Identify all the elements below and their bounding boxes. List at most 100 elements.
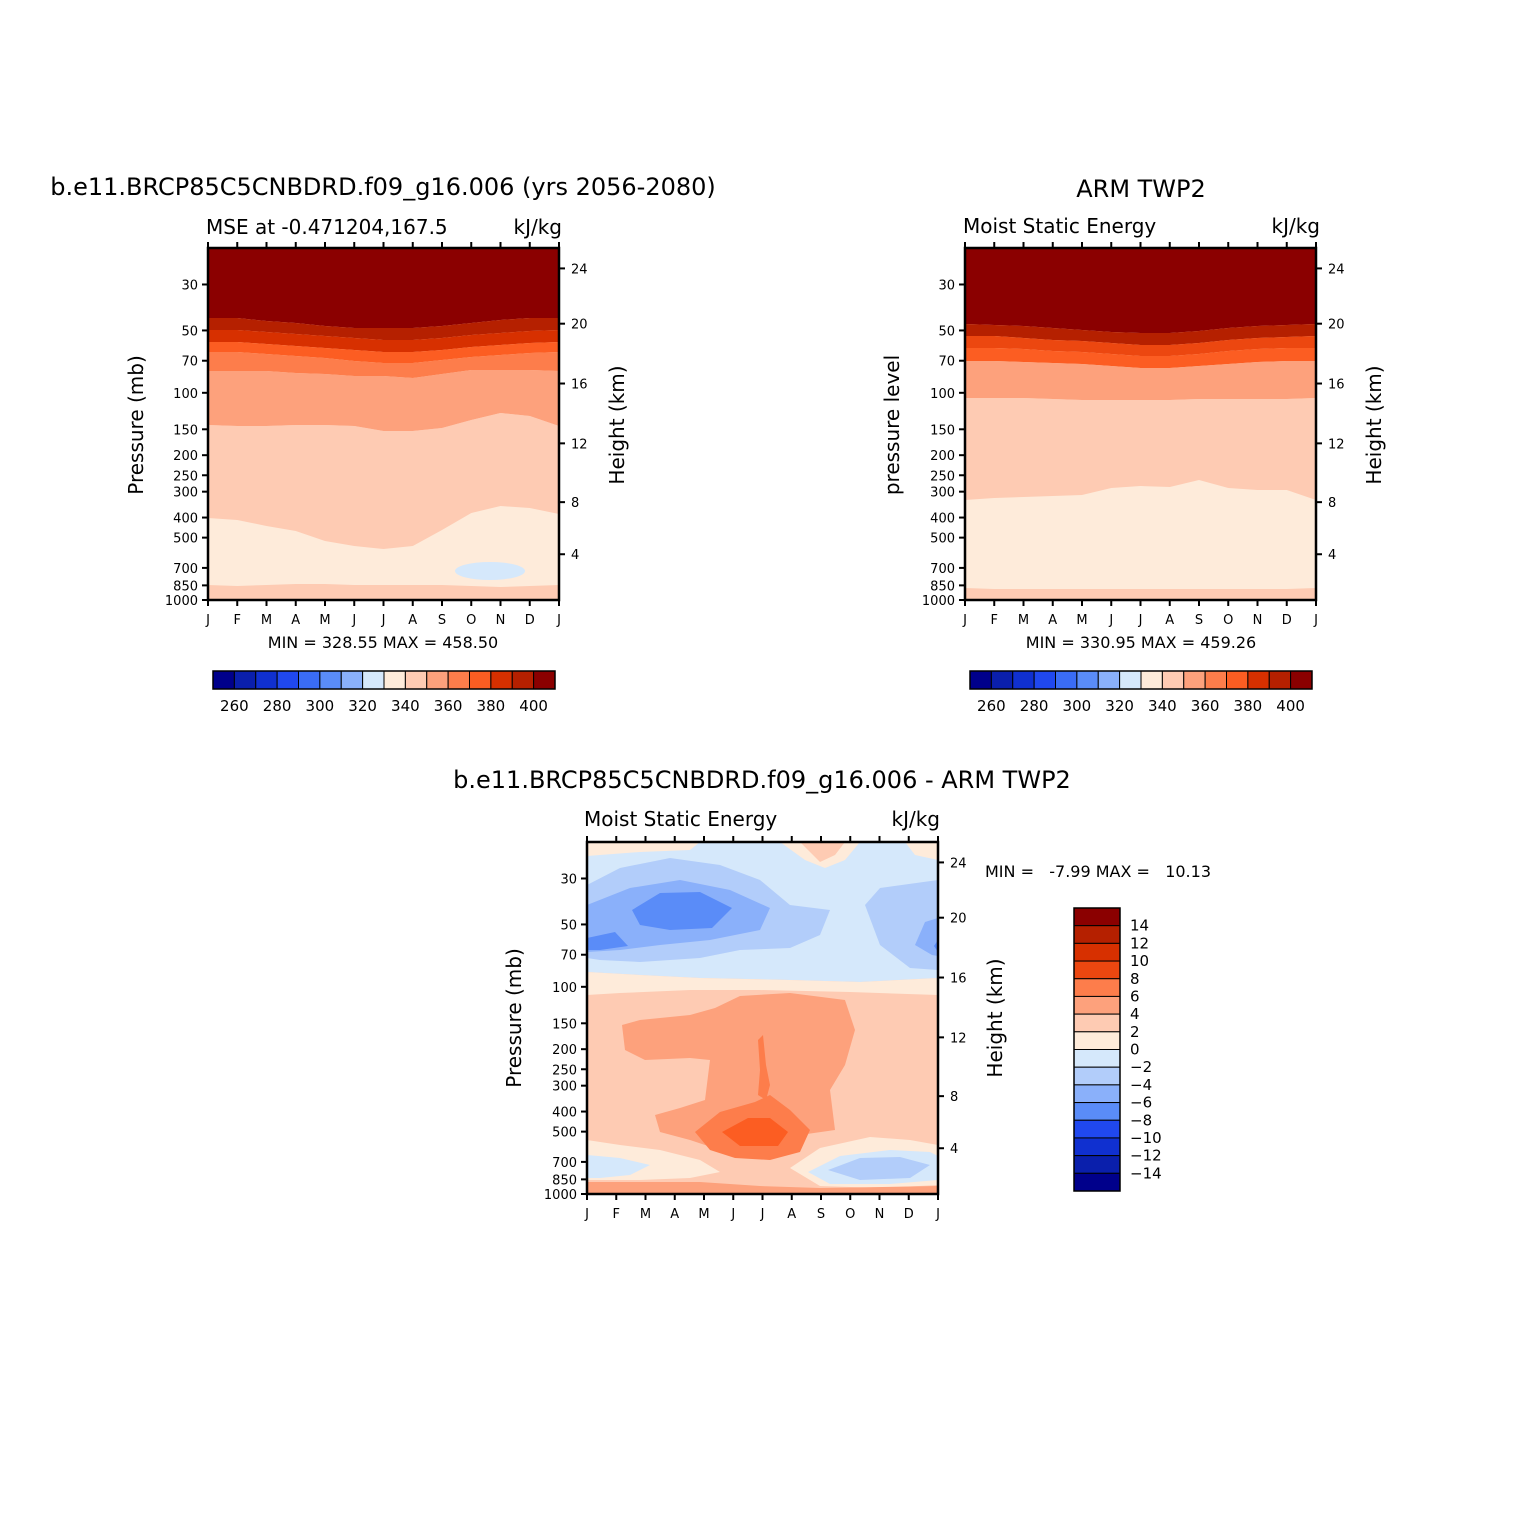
panel3-y-label: Pressure (mb) bbox=[502, 948, 526, 1088]
panel1-colorbar-label: 340 bbox=[391, 697, 420, 715]
panel3-x-tick-label: O bbox=[845, 1207, 855, 1222]
panel3-colorbar-label: 4 bbox=[1130, 1005, 1140, 1023]
panel1-x-tick-label: J bbox=[381, 613, 386, 628]
panel3-colorbar-swatch bbox=[1073, 1031, 1121, 1050]
panel3-y-tick-label: 50 bbox=[560, 918, 577, 933]
panel1-colorbar-swatch bbox=[383, 670, 406, 690]
panel2-colorbar-swatch bbox=[1033, 670, 1056, 690]
panel3-colorbar-frame bbox=[1073, 907, 1121, 1192]
panel1-x-tick-label: N bbox=[496, 613, 506, 628]
panel2-y-tick-label: 500 bbox=[930, 532, 955, 547]
panel3-x-tick-label: J bbox=[760, 1207, 765, 1222]
panel3-contour-fill bbox=[587, 842, 938, 1194]
panel1-subtitle-right: kJ/kg bbox=[514, 215, 563, 239]
panel1-y-tick-label: 100 bbox=[173, 387, 198, 402]
panel2-colorbar-label: 320 bbox=[1105, 697, 1134, 715]
panel1-axes: J F M A M J J A S O N D J 30 50 70 100 150 200 250 300 400 500… bbox=[165, 242, 588, 628]
panel2-x-tick-label: S bbox=[1195, 613, 1203, 628]
panel1-x-tick-label: O bbox=[466, 613, 476, 628]
panel3-colorbar-swatch bbox=[1073, 1102, 1121, 1121]
panel1-x-tick-label: D bbox=[525, 613, 535, 628]
panel3-subtitle-right: kJ/kg bbox=[892, 807, 941, 831]
panel1-x-tick-label: J bbox=[351, 613, 356, 628]
panel1-y2-tick-label: 4 bbox=[571, 548, 579, 563]
panel3-colorbar-swatch bbox=[1073, 1119, 1121, 1139]
panel3-y-tick-label: 500 bbox=[552, 1126, 577, 1141]
panel2-band bbox=[965, 248, 1316, 333]
panel2-colorbar-swatch bbox=[1140, 670, 1163, 690]
panel3-colorbar-label: 14 bbox=[1130, 917, 1149, 935]
panel1-colorbar-swatch bbox=[233, 670, 257, 690]
panel1-y2-tick-label: 12 bbox=[571, 437, 588, 452]
panel2-y-tick-label: 300 bbox=[930, 486, 955, 501]
panel2-y-tick-label: 1000 bbox=[922, 594, 955, 609]
panel3-colorbar-label: −8 bbox=[1130, 1111, 1152, 1129]
panel3-colorbar-swatch bbox=[1073, 1137, 1121, 1157]
panel2-colorbar-swatch bbox=[1119, 670, 1142, 690]
panel3-x-tick-label: M bbox=[698, 1207, 709, 1222]
panel2-y2-tick-label: 12 bbox=[1328, 437, 1345, 452]
panel2-y-tick-label: 850 bbox=[930, 579, 955, 594]
panel3-x-tick-label: J bbox=[730, 1207, 735, 1222]
panel3-x-tick-label: N bbox=[875, 1207, 885, 1222]
panel1-y-tick-label: 500 bbox=[173, 532, 198, 547]
panel2-colorbar-swatch bbox=[1268, 670, 1292, 690]
panel1-colorbar-swatch bbox=[276, 670, 299, 690]
panel3-x-tick-label: A bbox=[787, 1207, 796, 1222]
panel1-colorbar-swatch bbox=[469, 670, 492, 690]
panel2-colorbar-label: 280 bbox=[1020, 697, 1049, 715]
panel3-y2-label: Height (km) bbox=[983, 958, 1007, 1077]
panel2-axes: J F M A M J J A S O N D J 30 50 70 100 150 200 250 300 400 500… bbox=[922, 242, 1345, 628]
panel3-y2-tick-label: 20 bbox=[950, 912, 967, 927]
panel1-colorbar-label: 320 bbox=[348, 697, 377, 715]
panel3-colorbar-label: 10 bbox=[1130, 952, 1149, 970]
panel1-colorbar-label: 260 bbox=[220, 697, 249, 715]
panel2-colorbar-swatch bbox=[1097, 670, 1121, 690]
panel3-colorbar-swatch bbox=[1073, 1049, 1121, 1068]
panel1-x-tick-label: J bbox=[556, 613, 561, 628]
panel1-colorbar-label: 380 bbox=[477, 697, 506, 715]
panel2-colorbar-label: 300 bbox=[1063, 697, 1092, 715]
panel3-axes: J F M A M J J A S O N D J 30 50 70 100 150 200 250 300 400 500… bbox=[544, 836, 967, 1222]
panel2-colorbar-swatch bbox=[1290, 670, 1313, 690]
panel1-x-tick-label: A bbox=[408, 613, 417, 628]
panel3-y2-tick-label: 24 bbox=[950, 856, 967, 871]
panel2-band bbox=[965, 480, 1316, 589]
panel1-x-tick-label: A bbox=[291, 613, 300, 628]
panel3-colorbar-label: −12 bbox=[1130, 1147, 1162, 1165]
panel1-colorbar-swatch bbox=[298, 670, 321, 690]
panel2-y2-tick-label: 8 bbox=[1328, 496, 1336, 511]
panel3-y-tick-label: 300 bbox=[552, 1080, 577, 1095]
panel1-colorbar-label: 360 bbox=[434, 697, 463, 715]
panel2-x-tick-label: F bbox=[991, 613, 998, 628]
panel3-x-tick-label: J bbox=[935, 1207, 940, 1222]
panel3-colorbar-label: −6 bbox=[1130, 1094, 1152, 1112]
panel3-subtitle-left: Moist Static Energy bbox=[584, 807, 777, 831]
panel2-y-tick-label: 250 bbox=[930, 469, 955, 484]
panel2-x-tick-label: M bbox=[1018, 613, 1029, 628]
panel-model-mse: b.e11.BRCP85C5CNBDRD.f09_g16.006 (yrs 20… bbox=[50, 173, 716, 715]
panel1-colorbar-swatch bbox=[212, 670, 235, 690]
panel1-y2-label: Height (km) bbox=[605, 365, 629, 484]
panel2-x-tick-label: D bbox=[1282, 613, 1292, 628]
panel2-x-tick-label: A bbox=[1165, 613, 1174, 628]
panel2-colorbar-label: 260 bbox=[977, 697, 1006, 715]
panel2-band bbox=[965, 398, 1316, 500]
panel1-y-tick-label: 1000 bbox=[165, 594, 198, 609]
panel3-colorbar-swatch bbox=[1073, 942, 1121, 962]
panel1-band bbox=[208, 330, 559, 352]
panel1-y-tick-label: 400 bbox=[173, 512, 198, 527]
panel2-colorbar-swatch bbox=[1161, 670, 1185, 690]
panel1-y2-tick-label: 16 bbox=[571, 378, 588, 393]
panel1-colorbar-swatch bbox=[447, 670, 470, 690]
panel2-y2-tick-label: 16 bbox=[1328, 378, 1345, 393]
panel1-y-tick-label: 50 bbox=[181, 324, 198, 339]
panel1-y-tick-label: 30 bbox=[181, 278, 198, 293]
panel2-title: ARM TWP2 bbox=[1076, 175, 1206, 203]
panel3-min-max: MIN = -7.99 MAX = 10.13 bbox=[985, 862, 1211, 881]
panel1-y-tick-label: 850 bbox=[173, 579, 198, 594]
panel2-colorbar-swatch bbox=[990, 670, 1014, 690]
panel2-x-tick-label: J bbox=[962, 613, 967, 628]
panel2-colorbar-swatch bbox=[1247, 670, 1270, 690]
